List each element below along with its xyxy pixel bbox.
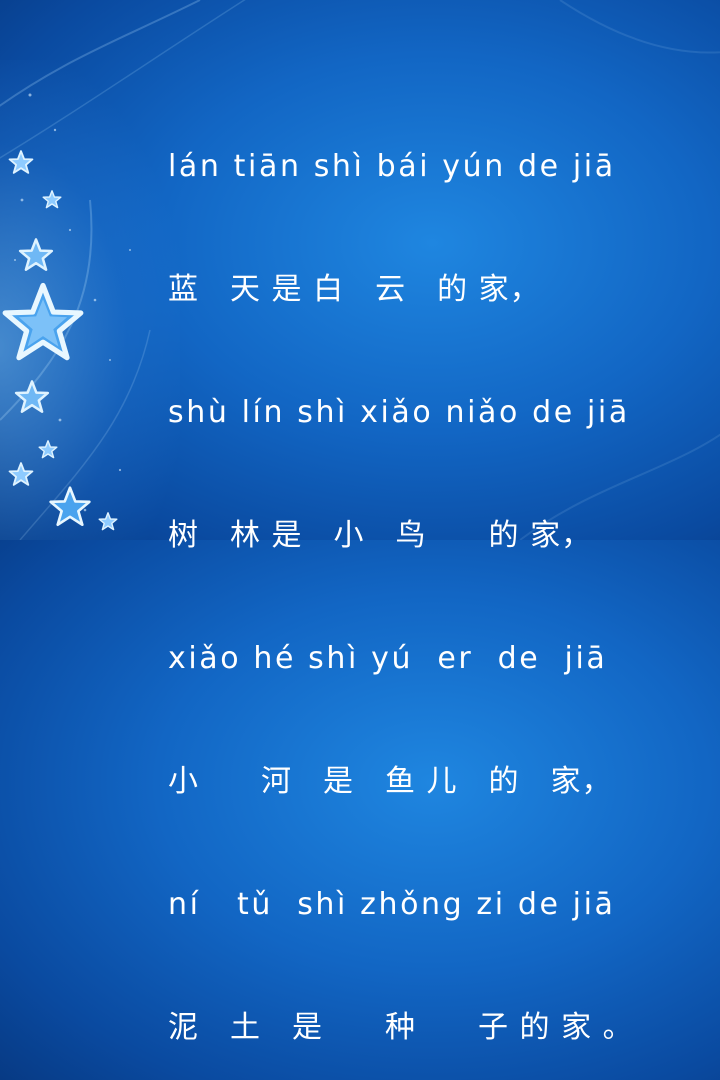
star-icon [14,380,50,413]
pinyin-line-1: lán tiān shì bái yún de jiā [168,149,616,184]
pinyin-line-3: xiǎo hé shì yú er de jiā [168,641,608,676]
pinyin-line-4: ní tǔ shì zhǒng zi de jiā [168,887,616,922]
star-icon [8,150,34,174]
background-glow [0,60,180,540]
star-icon [18,238,54,271]
star-icon [2,282,84,361]
poem-text: lán tiān shì bái yún de jiā 蓝 天 是 白 云 的 … [168,64,634,1080]
star-icon [38,440,58,459]
pinyin-line-2: shù lín shì xiǎo niǎo de jiā [168,395,630,430]
star-icon [49,486,91,527]
hanzi-line-3: 小 河 是 鱼 儿 的 家， [168,764,613,799]
star-icon [98,512,118,531]
star-icon [42,190,62,209]
hanzi-line-1: 蓝 天 是 白 云 的 家， [168,272,541,307]
star-icon [8,462,34,486]
hanzi-line-4: 泥 土 是 种 子 的 家 。 [168,1010,634,1045]
hanzi-line-2: 树 林 是 小 鸟 的 家， [168,518,593,553]
